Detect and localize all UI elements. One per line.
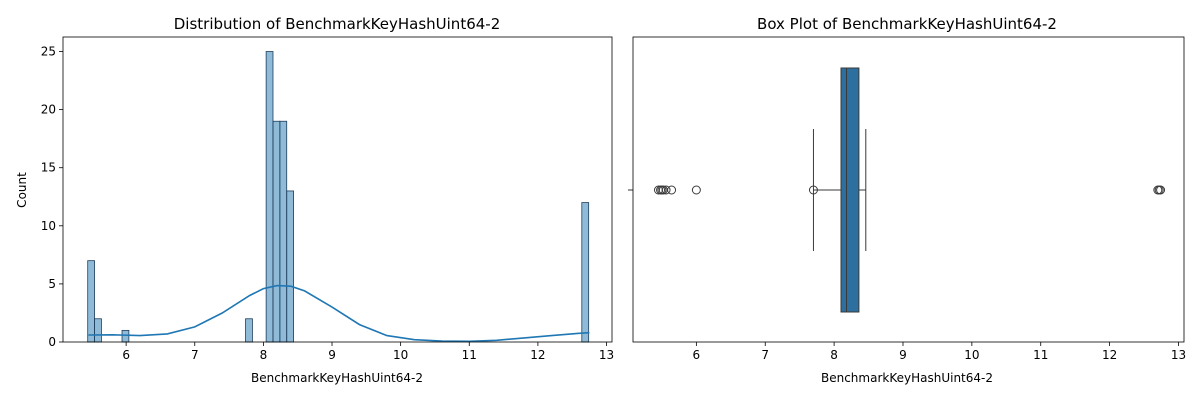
x-tick-label: 11 xyxy=(1033,348,1048,362)
x-tick-label: 12 xyxy=(1102,348,1117,362)
x-tick-label: 7 xyxy=(761,348,769,362)
box-iqr xyxy=(840,67,860,313)
x-tick-label: 9 xyxy=(328,348,336,362)
histogram-bar xyxy=(272,120,281,343)
x-tick-label: 12 xyxy=(530,348,545,362)
boxplot-title: Box Plot of BenchmarkKeyHashUint64-2 xyxy=(757,15,1057,33)
x-tick-label: 11 xyxy=(462,348,477,362)
outlier-point xyxy=(661,185,671,195)
histogram-axes-frame xyxy=(62,36,613,343)
y-tick-label: 15 xyxy=(41,161,56,175)
y-tick-label: 25 xyxy=(41,45,56,59)
x-tick-label: 8 xyxy=(260,348,268,362)
x-tick-label: 8 xyxy=(830,348,838,362)
histogram-bar xyxy=(265,51,274,343)
x-tick-label: 9 xyxy=(899,348,907,362)
outlier-point xyxy=(1156,185,1166,195)
histogram-bar xyxy=(581,202,590,343)
histogram-bar xyxy=(279,120,288,343)
outlier-point xyxy=(808,185,818,195)
histogram-bar xyxy=(94,318,102,343)
histogram-panel: Distribution of BenchmarkKeyHashUint64-2… xyxy=(15,15,614,385)
x-tick-label: 6 xyxy=(122,348,130,362)
x-tick-label: 10 xyxy=(964,348,979,362)
x-tick-label: 10 xyxy=(393,348,408,362)
boxplot-panel: Box Plot of BenchmarkKeyHashUint64-2 6 7 8… xyxy=(628,15,1186,385)
boxplot-x-axis-label: BenchmarkKeyHashUint64-2 xyxy=(821,371,993,385)
y-tick-label: 10 xyxy=(41,219,56,233)
x-tick-label: 7 xyxy=(191,348,199,362)
x-tick-label: 13 xyxy=(1171,348,1186,362)
x-tick-label: 6 xyxy=(693,348,701,362)
histogram-x-axis-label: BenchmarkKeyHashUint64-2 xyxy=(251,371,423,385)
boxplot-axes-frame xyxy=(632,36,1185,343)
y-tick-label: 5 xyxy=(48,277,56,291)
histogram-bar xyxy=(286,190,294,343)
histogram-bar xyxy=(87,260,95,343)
histogram-bar xyxy=(121,329,130,343)
x-tick-label: 13 xyxy=(599,348,614,362)
histogram-bar xyxy=(245,318,253,343)
kde-curve xyxy=(88,284,590,343)
histogram-y-axis-label: Count xyxy=(15,172,29,208)
y-tick-label: 20 xyxy=(41,103,56,117)
histogram-title: Distribution of BenchmarkKeyHashUint64-2 xyxy=(174,15,501,33)
outlier-point xyxy=(667,185,677,195)
outlier-point xyxy=(691,185,701,195)
y-tick-label: 0 xyxy=(48,335,56,349)
